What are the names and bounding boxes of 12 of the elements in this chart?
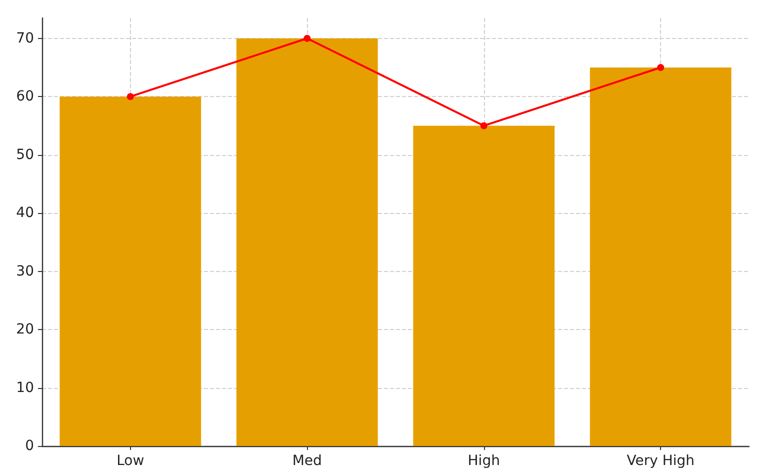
x-tick-label: Med [292,453,322,469]
x-tick-label: Low [116,453,144,469]
y-tick-label: 10 [16,380,34,396]
x-tick-label: High [468,453,500,469]
y-tick-label: 30 [16,263,34,280]
y-tick-label: 70 [16,30,34,46]
y-tick-label: 40 [16,205,34,222]
y-tick-label: 20 [16,322,34,338]
x-tick-label: Very High [626,453,695,469]
y-tick-label: 50 [16,146,34,163]
y-tick-label: 60 [16,88,34,105]
y-tick-label: 0 [25,438,34,454]
